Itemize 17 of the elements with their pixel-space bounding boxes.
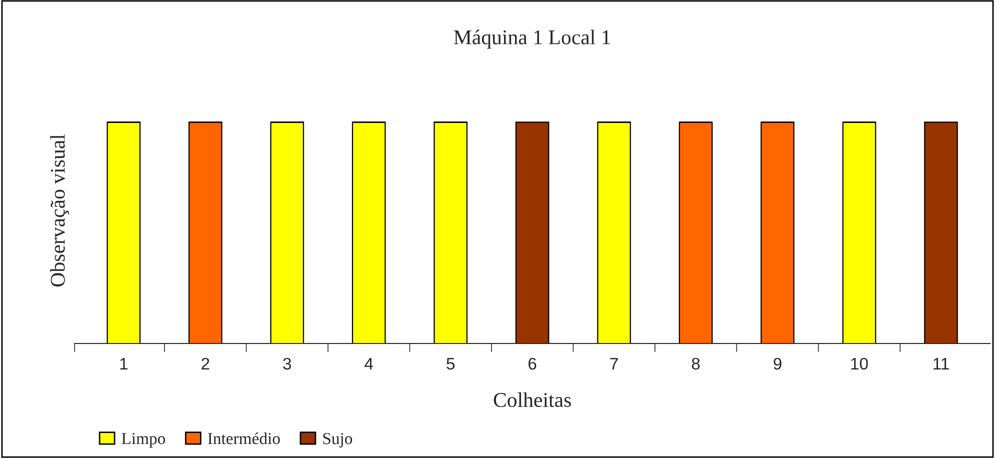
- x-tick-label: 2: [202, 358, 210, 370]
- x-tick-label: 11: [934, 358, 949, 370]
- x-tick-label: 9: [774, 358, 782, 370]
- x-tick-label: 7: [610, 358, 618, 370]
- legend-label: Limpo: [122, 432, 166, 448]
- x-tick-label: 4: [364, 358, 374, 370]
- y-axis-title: Observação visual: [50, 134, 70, 286]
- legend-label: Sujo: [323, 432, 352, 448]
- x-tick-label: 1: [120, 358, 128, 370]
- x-tick-label: 3: [283, 358, 292, 370]
- x-axis-title: Colheitas: [494, 392, 571, 408]
- x-tick-label: 8: [692, 358, 700, 370]
- x-tick-label: 10: [851, 358, 868, 370]
- x-tick-label: 5: [446, 358, 455, 370]
- legend-label: Intermédio: [208, 432, 280, 444]
- chart-title: Máquina 1 Local 1: [454, 30, 610, 49]
- x-tick-label: 6: [528, 358, 536, 370]
